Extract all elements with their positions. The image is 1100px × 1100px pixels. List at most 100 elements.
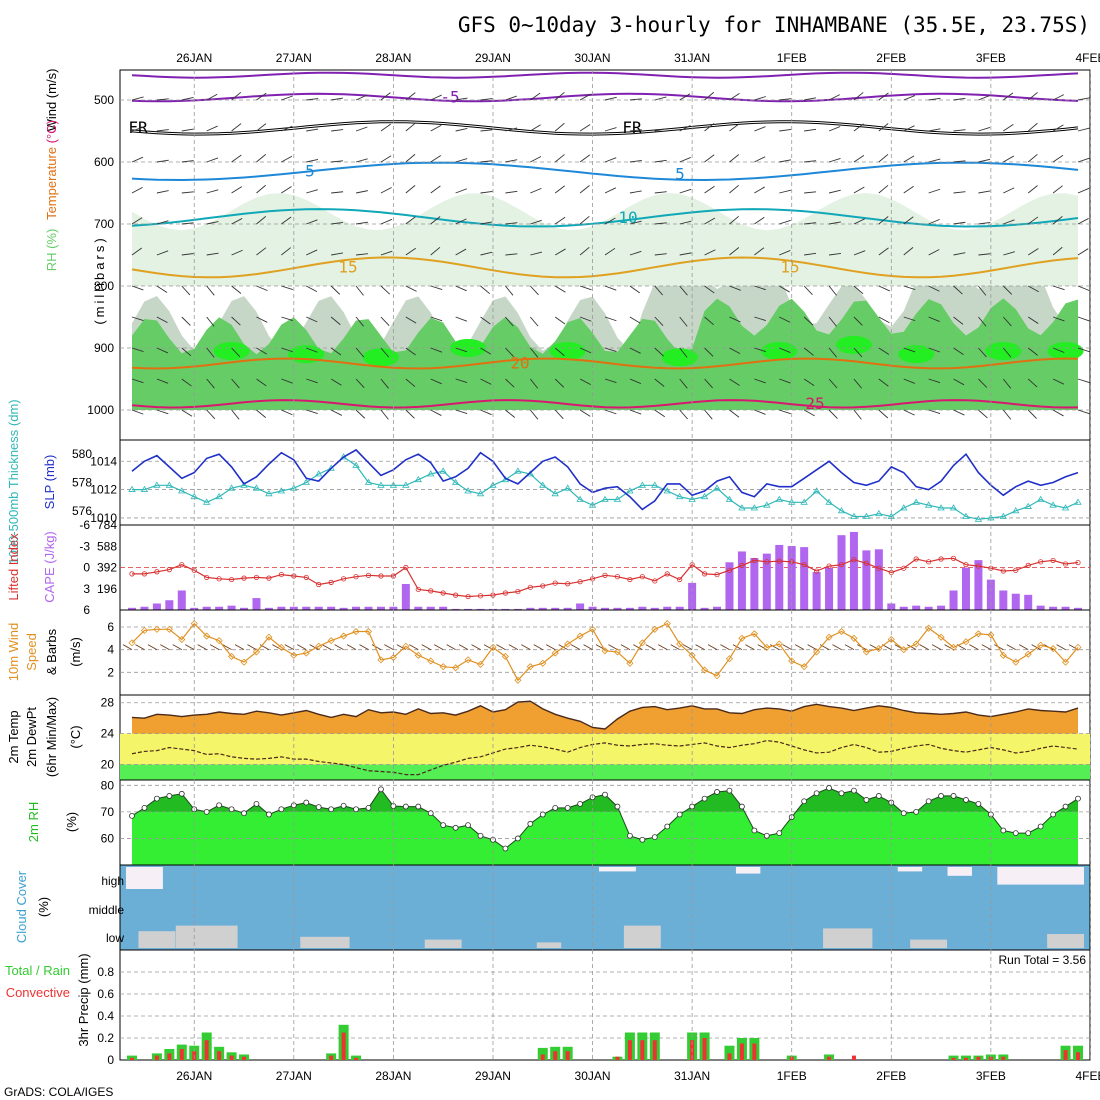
wind-barb [156, 159, 169, 163]
wind-barb [629, 378, 642, 385]
contour-label: 25 [805, 394, 824, 413]
wind-barb [1077, 187, 1090, 194]
wind-barb [629, 220, 642, 225]
wind-speed-point [875, 644, 883, 653]
rh2m-point [502, 845, 509, 852]
cape-bar [190, 607, 199, 610]
cape-bar [439, 606, 448, 610]
wind-speed-point [626, 659, 634, 667]
wind-barb [380, 187, 392, 194]
li-point [390, 573, 396, 579]
wind-barb [604, 378, 617, 384]
cloud-high [599, 867, 636, 872]
wind-barb [878, 153, 889, 163]
wind-barb [853, 378, 862, 389]
cloud-level-label: low [106, 931, 124, 945]
wind-barb [978, 190, 991, 194]
wind-barb [828, 347, 838, 358]
li-point [253, 574, 260, 581]
wind-barb [256, 184, 266, 194]
wind10m-barb [446, 644, 456, 651]
wind-speed-point [974, 630, 982, 638]
rh2m-point [340, 802, 347, 809]
li-tick: -3 [79, 539, 90, 553]
precip-conv-bar [851, 1055, 856, 1060]
wind-speed-line [131, 622, 1079, 682]
li-point [938, 556, 944, 562]
cape-bar [725, 562, 734, 610]
wind-speed-point [638, 639, 646, 647]
li-point [428, 588, 434, 594]
wind-barb [156, 378, 169, 384]
cape-bar [327, 606, 336, 610]
contour-freezing-inner [131, 121, 1079, 135]
wind-barb [779, 159, 792, 163]
wind10m-barb [695, 644, 705, 651]
rh-band-90 [132, 298, 1078, 410]
li-tick: 6 [83, 603, 90, 617]
wind-barb [779, 409, 791, 415]
cape-bar [563, 607, 572, 610]
wind-barb [206, 93, 218, 101]
top-date-label: 4FEB [1075, 51, 1100, 65]
wind-units-label: (m/s) [68, 637, 83, 667]
bottom-date-axis: 26JAN 27JAN 28JAN 29JAN 30JAN 31JAN 1FEB 2FEB 3F… [176, 1069, 1100, 1083]
wind-barb [156, 220, 169, 225]
rh2m-point [676, 811, 683, 818]
precip-conv-bar [652, 1040, 657, 1060]
thickness-point [302, 478, 310, 485]
wind-barb [256, 409, 267, 418]
wind-barb [679, 188, 692, 194]
wind-barb [281, 409, 293, 416]
cape-bar [352, 606, 361, 610]
wind-barb [878, 92, 889, 101]
precip-conv-bar [130, 1057, 134, 1060]
rh2m-point [253, 801, 260, 807]
wind-barb [604, 157, 617, 163]
li-point [963, 562, 969, 568]
cloud-high [126, 867, 163, 889]
wind-barb [1027, 285, 1039, 293]
wind-barb [604, 127, 617, 132]
wind-barb [430, 347, 443, 353]
wind-barb [928, 285, 940, 292]
wind-barb [355, 347, 365, 358]
pressure-tick: 700 [94, 217, 114, 231]
wind-barb [430, 185, 441, 194]
li-point [739, 562, 745, 568]
wind10m-barb [832, 644, 842, 651]
wind-speed-point [414, 651, 422, 659]
cape-bar [775, 544, 784, 610]
li-point [814, 568, 820, 574]
speed-label: Speed [24, 633, 39, 671]
slp-tick: 1012 [90, 483, 117, 497]
wind10m-barb [521, 644, 531, 651]
wind10m-barb [297, 644, 307, 651]
contour-15 [131, 256, 1079, 279]
wind-barb [1077, 157, 1090, 163]
wind-barb [405, 347, 416, 356]
thickness-point [1024, 502, 1032, 509]
wind-barb [604, 347, 617, 352]
wind10m-barb [545, 644, 556, 651]
wind-tick: 2 [107, 665, 114, 679]
wind-barb [430, 216, 441, 225]
precip-conv-bar [540, 1054, 545, 1060]
bottom-date-label: 28JAN [375, 1069, 411, 1083]
minmax-label: (6hr Min/Max) [44, 697, 59, 777]
cape-bar [762, 553, 771, 610]
wind-barb [579, 285, 592, 291]
thickness-point [539, 481, 547, 488]
li-point [1038, 559, 1044, 565]
rh-band-95 [761, 342, 798, 361]
wind-barb [380, 92, 391, 101]
wind-barb [331, 222, 344, 225]
wind-speed-point [725, 655, 734, 663]
contour-label: 20 [510, 354, 529, 373]
cape-bar [986, 579, 995, 610]
wind-barb [828, 221, 841, 225]
thickness-point [576, 495, 584, 502]
wind-barb [978, 409, 988, 419]
wind-barb [331, 129, 344, 132]
rh2m-point [639, 836, 646, 843]
